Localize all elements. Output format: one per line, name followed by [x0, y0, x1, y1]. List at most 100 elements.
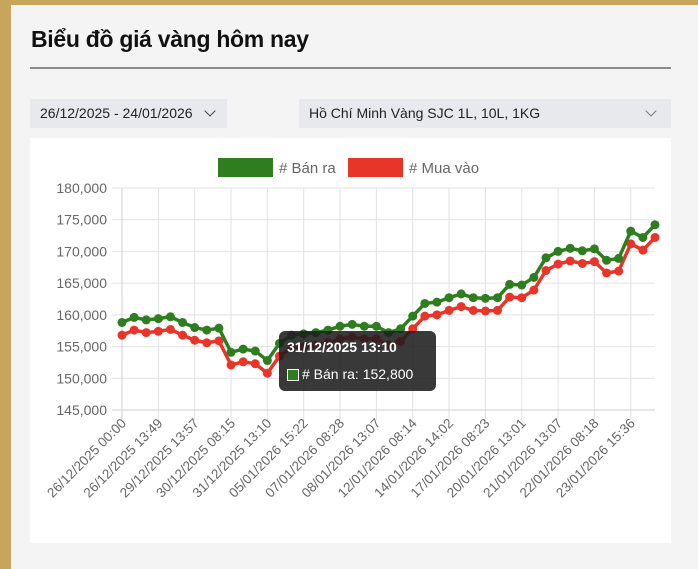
y-axis: 180,000 175,000 170,000 165,000 160,000 155,0…	[56, 180, 107, 418]
data-point[interactable]	[614, 253, 624, 263]
data-point[interactable]	[553, 259, 563, 269]
data-point[interactable]	[614, 266, 624, 276]
data-point[interactable]	[250, 346, 260, 356]
y-tick-label: 160,000	[56, 307, 107, 323]
data-point[interactable]	[347, 319, 357, 329]
legend-swatch-icon	[218, 158, 273, 177]
data-point[interactable]	[444, 305, 454, 315]
data-point[interactable]	[650, 220, 660, 230]
data-point[interactable]	[117, 330, 127, 340]
data-point[interactable]	[153, 314, 163, 324]
data-point[interactable]	[141, 315, 151, 325]
data-point[interactable]	[480, 306, 490, 316]
data-point[interactable]	[262, 368, 272, 378]
date-range-value: 26/12/2025 - 24/01/2026	[40, 105, 193, 121]
data-point[interactable]	[165, 324, 175, 334]
data-point[interactable]	[493, 293, 503, 303]
data-point[interactable]	[638, 245, 648, 255]
data-point[interactable]	[456, 289, 466, 299]
data-point[interactable]	[214, 336, 224, 346]
legend-swatch-icon	[348, 158, 403, 177]
y-tick-label: 175,000	[56, 212, 107, 228]
page-title: Biểu đồ giá vàng hôm nay	[31, 26, 309, 52]
data-point[interactable]	[444, 293, 454, 303]
data-point[interactable]	[505, 292, 515, 302]
tooltip-row: # Bán ra: 152,800	[287, 366, 413, 382]
y-tick-label: 155,000	[56, 339, 107, 355]
data-point[interactable]	[480, 293, 490, 303]
data-point[interactable]	[408, 311, 418, 321]
data-point[interactable]	[420, 311, 430, 321]
location-product-select[interactable]: Hồ Chí Minh Vàng SJC 1L, 10L, 1KG	[299, 99, 671, 128]
y-tick-label: 180,000	[56, 180, 107, 196]
data-point[interactable]	[190, 335, 200, 345]
data-point[interactable]	[626, 239, 636, 249]
chart-legend[interactable]: # Bán ra # Mua vào	[218, 158, 479, 177]
data-point[interactable]	[456, 302, 466, 312]
data-point[interactable]	[432, 310, 442, 320]
data-point[interactable]	[529, 272, 539, 282]
data-point[interactable]	[589, 257, 599, 267]
data-point[interactable]	[178, 330, 188, 340]
y-tick-label: 170,000	[56, 243, 107, 259]
date-range-select[interactable]: 26/12/2025 - 24/01/2026	[30, 99, 227, 128]
data-point[interactable]	[626, 226, 636, 236]
data-point[interactable]	[420, 298, 430, 308]
data-point[interactable]	[335, 321, 345, 331]
legend-label: # Bán ra	[279, 160, 336, 177]
data-point[interactable]	[468, 293, 478, 303]
data-point[interactable]	[517, 280, 527, 290]
data-point[interactable]	[371, 321, 381, 331]
data-point[interactable]	[202, 338, 212, 348]
data-point[interactable]	[262, 356, 272, 366]
data-point[interactable]	[178, 317, 188, 327]
data-point[interactable]	[432, 297, 442, 307]
data-point[interactable]	[202, 325, 212, 335]
data-point[interactable]	[214, 323, 224, 333]
data-point[interactable]	[505, 279, 515, 289]
data-point[interactable]	[589, 244, 599, 254]
data-point[interactable]	[541, 265, 551, 275]
data-point[interactable]	[541, 253, 551, 263]
data-point[interactable]	[565, 243, 575, 253]
data-point[interactable]	[165, 312, 175, 322]
data-point[interactable]	[129, 312, 139, 322]
y-tick-label: 145,000	[56, 402, 107, 418]
data-point[interactable]	[226, 347, 236, 357]
legend-item[interactable]: # Bán ra	[218, 158, 336, 177]
data-point[interactable]	[553, 246, 563, 256]
data-point[interactable]	[602, 268, 612, 278]
data-point[interactable]	[226, 360, 236, 370]
data-point[interactable]	[117, 317, 127, 327]
data-point[interactable]	[359, 321, 369, 331]
data-point[interactable]	[153, 326, 163, 336]
data-point[interactable]	[529, 285, 539, 295]
y-tick-label: 150,000	[56, 370, 107, 386]
data-point[interactable]	[238, 344, 248, 354]
data-point[interactable]	[493, 305, 503, 315]
data-point[interactable]	[517, 293, 527, 303]
data-point[interactable]	[565, 256, 575, 266]
data-point[interactable]	[577, 258, 587, 268]
series-swatch-icon	[287, 369, 299, 381]
data-point[interactable]	[577, 246, 587, 256]
tooltip-value: # Bán ra: 152,800	[302, 366, 414, 382]
tooltip-title: 31/12/2025 13:10	[287, 339, 397, 355]
legend-item[interactable]: # Mua vào	[348, 158, 479, 177]
data-point[interactable]	[650, 232, 660, 242]
data-point[interactable]	[129, 325, 139, 335]
data-point[interactable]	[468, 305, 478, 315]
data-point[interactable]	[141, 328, 151, 338]
data-point[interactable]	[250, 359, 260, 369]
chart-tooltip: 31/12/2025 13:10 # Bán ra: 152,800	[279, 331, 436, 391]
data-point[interactable]	[602, 255, 612, 265]
data-point[interactable]	[190, 323, 200, 333]
y-tick-label: 165,000	[56, 275, 107, 291]
data-point[interactable]	[638, 232, 648, 242]
title-divider	[30, 67, 671, 69]
location-product-value: Hồ Chí Minh Vàng SJC 1L, 10L, 1KG	[309, 105, 541, 121]
legend-label: # Mua vào	[409, 160, 479, 177]
data-point[interactable]	[238, 357, 248, 367]
